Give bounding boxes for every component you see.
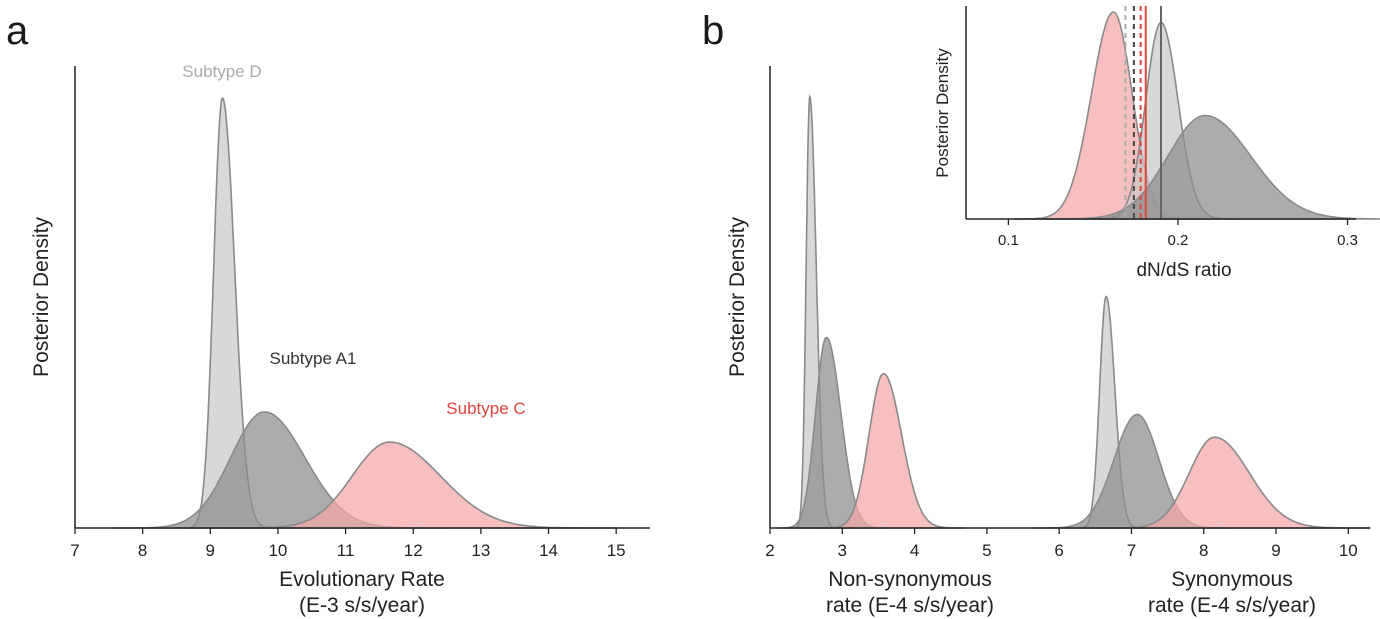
annotation-subtype-d: Subtype D: [182, 62, 261, 81]
x-tick-label: 8: [1199, 541, 1208, 560]
x-tick-label: 2: [765, 541, 774, 560]
x-tick-label: 12: [404, 541, 423, 560]
panel-a-x-label: Evolutionary Rate: [279, 568, 445, 591]
x-tick-label: 5: [982, 541, 991, 560]
panel-a-density-curves: [112, 97, 618, 529]
density-subtype-c-non-synonymous: [818, 372, 965, 529]
panel-b-x-ticks: 2 3 4 5 6 7 8 9 10: [765, 528, 1358, 560]
x-tick-label: 0.3: [1337, 232, 1358, 249]
x-tick-label: 13: [471, 541, 490, 560]
panel-a-x-ticks: 7 8 9 10 11 12 13 14 15: [70, 528, 626, 560]
syn-label-line1: Synonymous: [1171, 568, 1292, 591]
x-tick-label: 4: [910, 541, 919, 560]
inset-y-label: Posterior Density: [933, 48, 952, 178]
syn-label-line2: rate (E-4 s/s/year): [1148, 594, 1316, 617]
inset-chart: 0.1 0.2 0.3 dN/dS ratio Posterior Density: [933, 0, 1380, 281]
x-tick-label: 6: [1054, 541, 1063, 560]
panel-b-density-curves: [777, 94, 1371, 529]
x-tick-label: 0.1: [998, 232, 1019, 249]
nonsyn-label-line1: Non-synonymous: [828, 568, 991, 591]
panel-letter-a: a: [6, 9, 29, 53]
panel-b-y-label: Posterior Density: [726, 217, 749, 377]
annotation-subtype-a1: Subtype A1: [270, 349, 357, 368]
x-tick-label: 14: [539, 541, 558, 560]
x-tick-label: 7: [70, 541, 79, 560]
x-tick-label: 7: [1127, 541, 1136, 560]
x-tick-label: 10: [268, 541, 287, 560]
inset-reference-lines: [1124, 6, 1162, 219]
annotation-subtype-c: Subtype C: [446, 399, 525, 418]
panel-a-x-label-units: (E-3 s/s/year): [299, 594, 425, 617]
panel-a-chart: 7 8 9 10 11 12 13 14 15 Evolutionary Rate (E-3 s…: [30, 62, 650, 617]
panel-a-y-label: Posterior Density: [30, 217, 53, 377]
inset-x-label: dN/dS ratio: [1136, 260, 1231, 281]
x-tick-label: 9: [1271, 541, 1280, 560]
x-tick-label: 15: [607, 541, 626, 560]
x-tick-label: 0.2: [1168, 232, 1189, 249]
x-tick-label: 8: [138, 541, 147, 560]
panel-letter-b: b: [702, 9, 724, 53]
x-tick-label: 11: [337, 541, 355, 560]
panel-b-chart: 2 3 4 5 6 7 8 9 10 Posterior Density Non-synonym…: [726, 66, 1371, 617]
x-tick-label: 3: [838, 541, 847, 560]
x-tick-label: 9: [206, 541, 215, 560]
nonsyn-label-line2: rate (E-4 s/s/year): [826, 594, 994, 617]
x-tick-label: 10: [1339, 541, 1358, 560]
inset-x-ticks: 0.1 0.2 0.3: [998, 219, 1358, 249]
